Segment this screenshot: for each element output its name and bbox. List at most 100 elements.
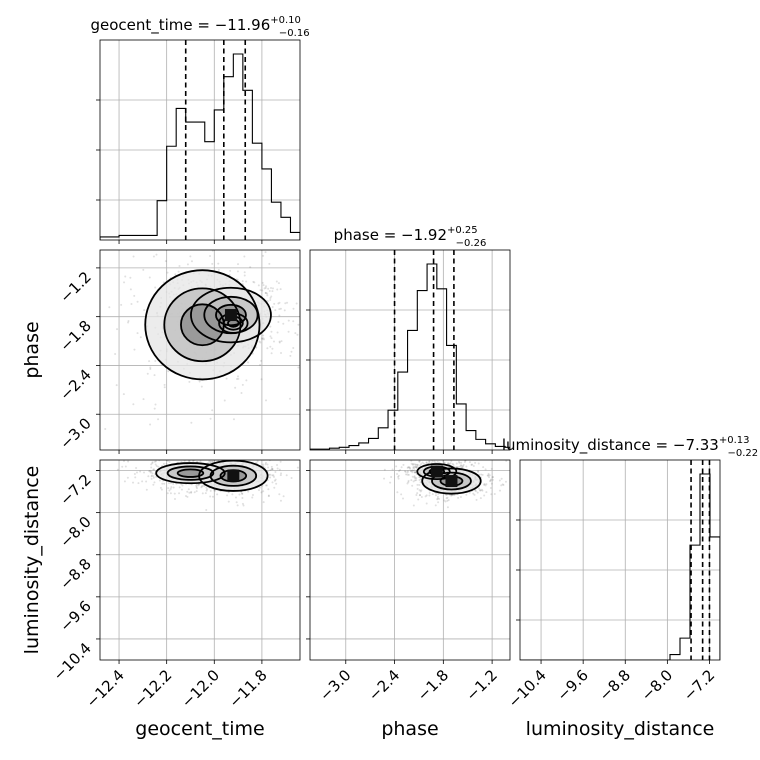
density-contour [155,462,226,485]
scatter-point [280,472,283,475]
scatter-point [292,320,295,323]
scatter-point [396,491,399,494]
scatter-point [510,500,512,502]
scatter-point [152,483,155,486]
scatter-point [132,403,135,406]
scatter-point [469,454,471,456]
panel-frame [309,249,511,451]
scatter-point [419,490,422,493]
scatter-point [277,302,280,305]
scatter-point [490,493,493,496]
scatter-point [292,346,295,349]
scatter-point [148,276,151,279]
scatter-point [150,475,153,478]
scatter-point [150,463,153,466]
scatter-point [413,471,416,474]
scatter-point [143,309,146,312]
scatter-point [211,409,214,412]
density-contour [416,463,458,481]
scatter-point [324,471,326,473]
scatter-point [436,455,438,457]
y-tick-label: −3.0 [56,414,94,452]
scatter-point [452,457,454,459]
scatter-point [426,457,428,459]
scatter-point [287,319,290,322]
scatter-point [460,461,463,464]
scatter-point [161,482,164,485]
scatter-point [262,501,265,504]
scatter-point [166,492,169,495]
scatter-point [418,489,421,492]
scatter-point [264,461,267,464]
scatter-point [148,470,151,473]
scatter-point [262,465,265,468]
histogram-geocent_time [100,53,300,240]
scatter-point [261,281,264,284]
density-peak [445,475,458,488]
scatter-point [457,455,459,457]
scatter-point [272,475,275,478]
scatter-point [262,284,265,287]
scatter-point [439,456,441,458]
scatter-point [269,325,272,328]
scatter-point [468,491,471,494]
scatter-point [243,274,246,277]
scatter-point [235,377,238,380]
scatter-point [305,334,307,336]
scatter-point [418,460,421,463]
scatter-point [264,251,267,254]
scatter-point [490,482,493,485]
scatter-point [162,462,165,465]
scatter-point [236,229,238,231]
scatter-point [411,471,414,474]
scatter-point [483,494,486,497]
scatter-point [129,276,132,279]
scatter-point [461,466,464,469]
scatter-point [168,460,171,463]
scatter-point [472,465,475,468]
scatter-point [227,500,230,503]
scatter-point [402,497,405,500]
scatter-point [261,484,264,487]
scatter-point [437,457,439,459]
scatter-point [278,308,281,311]
scatter-point [271,290,274,293]
scatter-point [455,462,458,465]
scatter-point [195,484,198,487]
scatter-point [267,495,270,498]
scatter-point [418,476,421,479]
scatter-point [407,481,410,484]
scatter-point [219,456,221,458]
scatter-point [273,479,276,482]
scatter-point [420,463,423,466]
scatter-point [453,494,456,497]
scatter-point [232,418,235,421]
density-contour [190,286,272,344]
scatter-point [195,487,198,490]
scatter-point [436,497,439,500]
scatter-point [168,489,171,492]
scatter-point [431,456,433,458]
density-contour [431,471,472,491]
x-tick-label: −9.6 [553,666,591,704]
scatter-point [264,291,267,294]
scatter-point [153,407,156,410]
scatter-point [414,465,417,468]
scatter-point [210,455,212,457]
scatter-point [504,480,507,483]
scatter-point [416,487,419,490]
scatter-point [425,461,428,464]
scatter-point [457,496,460,499]
scatter-point [296,333,299,336]
scatter-point [273,302,276,305]
scatter-point [413,466,416,469]
scatter-point [203,484,206,487]
scatter-point [403,470,406,473]
scatter-point [286,301,289,304]
scatter-point [479,497,482,500]
scatter-point [129,288,132,291]
scatter-point [493,493,496,496]
scatter-point [226,447,228,449]
scatter-point [217,268,220,271]
scatter-point [316,308,318,310]
